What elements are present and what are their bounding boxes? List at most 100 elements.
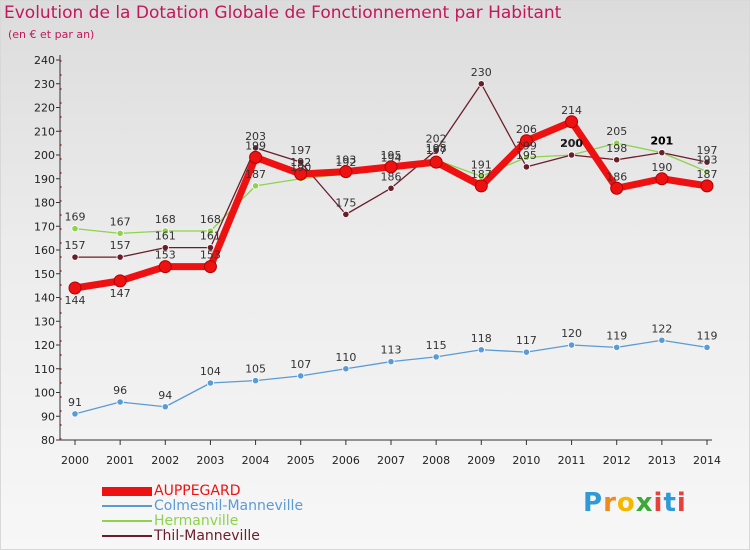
data-label: 91: [68, 396, 82, 409]
data-label: 230: [471, 66, 492, 79]
y-tick-label: 170: [34, 220, 55, 233]
data-label: 203: [245, 130, 266, 143]
data-label: 191: [471, 158, 492, 171]
data-point: [158, 260, 172, 274]
chart-subtitle: (en € et par an): [8, 28, 95, 41]
x-tick-label: 2005: [287, 454, 315, 467]
data-label: 195: [381, 149, 402, 162]
data-label: 157: [65, 239, 86, 252]
data-label: 110: [335, 351, 356, 364]
data-point: [206, 227, 215, 235]
x-tick-label: 2007: [377, 454, 405, 467]
data-point: [432, 146, 440, 154]
data-label: 119: [697, 329, 718, 342]
data-label: 167: [110, 215, 131, 228]
legend-swatch: [102, 505, 152, 507]
data-point: [658, 149, 666, 157]
data-point: [387, 358, 395, 366]
data-label: 186: [381, 170, 402, 183]
data-label: 105: [245, 363, 266, 376]
data-label: 168: [200, 213, 221, 226]
data-point: [613, 139, 621, 147]
x-tick-label: 2012: [603, 454, 631, 467]
data-point: [71, 253, 79, 261]
x-tick-label: 2006: [332, 454, 360, 467]
logo-letter-o: o: [616, 488, 636, 518]
legend-swatch: [102, 535, 152, 537]
y-tick-label: 120: [34, 339, 55, 352]
data-point: [161, 227, 169, 235]
data-label: 197: [697, 144, 718, 157]
data-label: 153: [200, 249, 221, 262]
data-label: 187: [471, 168, 492, 181]
data-label: 122: [651, 322, 672, 335]
y-tick-label: 100: [34, 387, 55, 400]
y-tick-label: 90: [41, 410, 55, 423]
data-label: 190: [290, 161, 311, 174]
proxiti-logo: Proxiti: [583, 488, 687, 518]
data-label: 197: [290, 144, 311, 157]
data-label: 117: [516, 334, 537, 347]
data-label: 201: [650, 135, 673, 148]
data-label: 199: [516, 139, 537, 152]
y-tick-label: 180: [34, 197, 55, 210]
data-point: [206, 244, 215, 252]
data-point: [342, 210, 350, 218]
data-point: [432, 353, 440, 361]
data-point: [522, 348, 531, 356]
data-point: [251, 182, 260, 190]
y-tick-label: 230: [34, 78, 55, 91]
data-label: 197: [426, 144, 447, 157]
y-tick-label: 80: [41, 434, 55, 447]
data-label: 192: [335, 156, 356, 169]
logo-letter-i2: i: [676, 488, 687, 518]
data-label: 205: [606, 125, 627, 138]
data-point: [339, 165, 353, 179]
data-point: [116, 253, 124, 261]
data-point: [206, 379, 215, 387]
data-label: 120: [561, 327, 582, 340]
logo-letter-x: x: [635, 488, 654, 518]
data-point: [294, 167, 308, 181]
y-tick-label: 130: [34, 315, 55, 328]
x-tick-label: 2000: [61, 454, 89, 467]
data-point: [700, 179, 714, 193]
legend-label: Hermanville: [154, 513, 239, 529]
data-point: [567, 151, 576, 159]
data-label: 187: [697, 168, 718, 181]
x-tick-label: 2003: [196, 454, 224, 467]
data-point: [161, 244, 169, 252]
y-tick-label: 140: [34, 292, 55, 305]
data-label: 200: [561, 137, 582, 150]
data-label: 147: [110, 287, 131, 300]
data-point: [658, 336, 666, 344]
logo-letter-p: P: [583, 488, 604, 518]
data-label: 199: [245, 139, 266, 152]
data-label: 94: [158, 389, 172, 402]
data-point: [429, 155, 443, 169]
data-point: [477, 346, 485, 354]
data-label: 201: [651, 135, 672, 148]
data-label: 206: [516, 123, 537, 136]
x-tick-label: 2001: [106, 454, 134, 467]
data-point: [203, 260, 217, 274]
data-point: [116, 229, 124, 237]
y-tick-label: 200: [34, 149, 55, 162]
x-tick-label: 2010: [512, 454, 540, 467]
data-label: 115: [426, 339, 447, 352]
data-point: [703, 168, 711, 176]
y-tick-label: 210: [34, 125, 55, 138]
data-point: [522, 163, 531, 171]
data-point: [116, 398, 124, 406]
logo-letter-t: t: [663, 488, 677, 518]
data-label: 194: [381, 151, 402, 164]
data-label: 153: [155, 249, 176, 262]
data-point: [251, 377, 260, 385]
legend-swatch: [102, 520, 152, 522]
data-point: [610, 181, 624, 195]
x-tick-label: 2002: [151, 454, 179, 467]
data-label: 107: [290, 358, 311, 371]
x-tick-label: 2011: [558, 454, 586, 467]
data-label: 200: [560, 137, 583, 150]
data-point: [113, 274, 127, 288]
